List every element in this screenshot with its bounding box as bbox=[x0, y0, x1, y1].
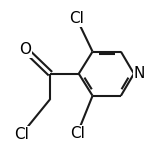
Text: O: O bbox=[19, 42, 31, 57]
Text: Cl: Cl bbox=[70, 126, 85, 141]
Text: Cl: Cl bbox=[69, 11, 84, 26]
Text: Cl: Cl bbox=[14, 127, 29, 142]
Text: N: N bbox=[134, 66, 145, 81]
